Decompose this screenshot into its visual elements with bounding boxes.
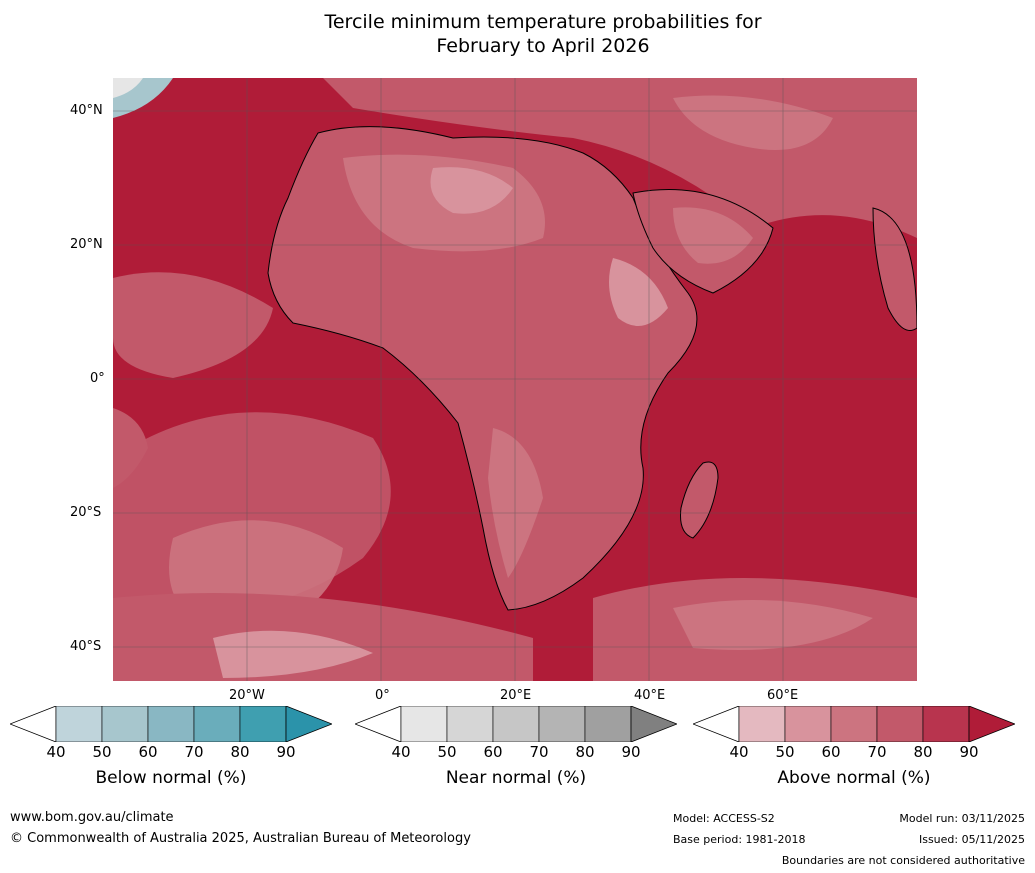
lon-label-60e: 60°E <box>767 688 799 703</box>
colorbar-tick-label: 60 <box>483 743 503 761</box>
title-line-2: February to April 2026 <box>436 35 650 57</box>
lat-label-20n: 20°N <box>70 237 103 252</box>
colorbar-high-arrow <box>285 706 332 742</box>
colorbar-tick-label: 90 <box>621 743 641 761</box>
above-normal-colorbar <box>693 706 1015 742</box>
map-gridlines <box>113 78 917 681</box>
disclaimer-text: Boundaries are not considered authoritat… <box>781 854 1025 867</box>
lat-label-40s: 40°S <box>70 639 102 654</box>
colorbar-high-arrow <box>968 706 1015 742</box>
lat-label-0: 0° <box>90 371 105 386</box>
colorbar-segment <box>193 706 241 742</box>
base-period-text: Base period: 1981-2018 <box>673 833 806 846</box>
madagascar <box>680 461 719 539</box>
lon-label-0: 0° <box>375 688 390 703</box>
southern-africa-patch <box>488 428 543 578</box>
copyright-text: © Commonwealth of Australia 2025, Austra… <box>10 831 471 846</box>
colorbar-segment <box>147 706 195 742</box>
probability-map <box>113 78 917 681</box>
colorbar-tick-label: 80 <box>913 743 933 761</box>
map-title: Tercile minimum temperature probabilitie… <box>0 10 1035 58</box>
near-normal-title: Near normal (%) <box>445 768 587 788</box>
model-run-text: Model run: 03/11/2025 <box>899 812 1025 825</box>
sahara-patch-light <box>430 167 513 214</box>
colorbar-tick-label: 40 <box>391 743 411 761</box>
colorbar-segment <box>101 706 149 742</box>
colorbar-low-arrow <box>355 706 402 742</box>
colorbar-tick-label: 50 <box>775 743 795 761</box>
colorbar-tick-label: 40 <box>729 743 749 761</box>
india-landmass <box>872 207 917 331</box>
below-normal-title: Below normal (%) <box>95 768 247 788</box>
below-normal-colorbar <box>10 706 332 742</box>
colorbar-tick-label: 40 <box>46 743 66 761</box>
lat-label-40n: 40°N <box>70 103 103 118</box>
title-line-1: Tercile minimum temperature probabilitie… <box>324 11 762 33</box>
colorbar-segment <box>784 706 832 742</box>
colorbar-tick-label: 80 <box>575 743 595 761</box>
north-atlantic-patch <box>113 272 273 378</box>
colorbar-tick-label: 90 <box>276 743 296 761</box>
colorbar-segment <box>400 706 448 742</box>
colorbar-segment <box>738 706 786 742</box>
map-svg <box>113 78 917 681</box>
colorbar-tick-label: 90 <box>959 743 979 761</box>
colorbar-segment <box>492 706 540 742</box>
colorbar-tick-label: 70 <box>867 743 887 761</box>
colorbar-low-arrow <box>10 706 57 742</box>
colorbar-tick-label: 60 <box>821 743 841 761</box>
colorbar-segment <box>538 706 586 742</box>
colorbar-tick-label: 80 <box>230 743 250 761</box>
southern-ocean-patch-light <box>213 630 373 678</box>
horn-of-africa-patch <box>609 258 668 326</box>
colorbar-tick-label: 50 <box>92 743 112 761</box>
colorbar-tick-label: 70 <box>184 743 204 761</box>
colorbar-segment <box>446 706 494 742</box>
colorbar-segment <box>830 706 878 742</box>
issued-text: Issued: 05/11/2025 <box>918 833 1025 846</box>
colorbar-segment <box>239 706 287 742</box>
arabian-patch <box>673 207 753 264</box>
colorbar-tick-label: 70 <box>529 743 549 761</box>
colorbar-segment <box>55 706 103 742</box>
colorbar-segment <box>922 706 970 742</box>
north-atlantic-neutral-patch <box>113 78 143 98</box>
colorbar-high-arrow <box>630 706 677 742</box>
lon-label-40e: 40°E <box>634 688 666 703</box>
model-text: Model: ACCESS-S2 <box>673 812 775 825</box>
website-link[interactable]: www.bom.gov.au/climate <box>10 810 174 825</box>
lon-label-20e: 20°E <box>500 688 532 703</box>
near-normal-colorbar <box>355 706 677 742</box>
colorbar-tick-label: 60 <box>138 743 158 761</box>
lat-label-20s: 20°S <box>70 505 102 520</box>
colorbar-segment <box>876 706 924 742</box>
africa-landmass <box>267 126 698 611</box>
middle-east-patch <box>673 95 833 150</box>
south-america-patch <box>113 408 148 488</box>
above-normal-title: Above normal (%) <box>777 768 931 788</box>
south-indian-patch-light <box>673 600 873 650</box>
colorbar-tick-label: 50 <box>437 743 457 761</box>
colorbar-segment <box>584 706 632 742</box>
colorbar-low-arrow <box>693 706 740 742</box>
lon-label-20w: 20°W <box>229 688 265 703</box>
